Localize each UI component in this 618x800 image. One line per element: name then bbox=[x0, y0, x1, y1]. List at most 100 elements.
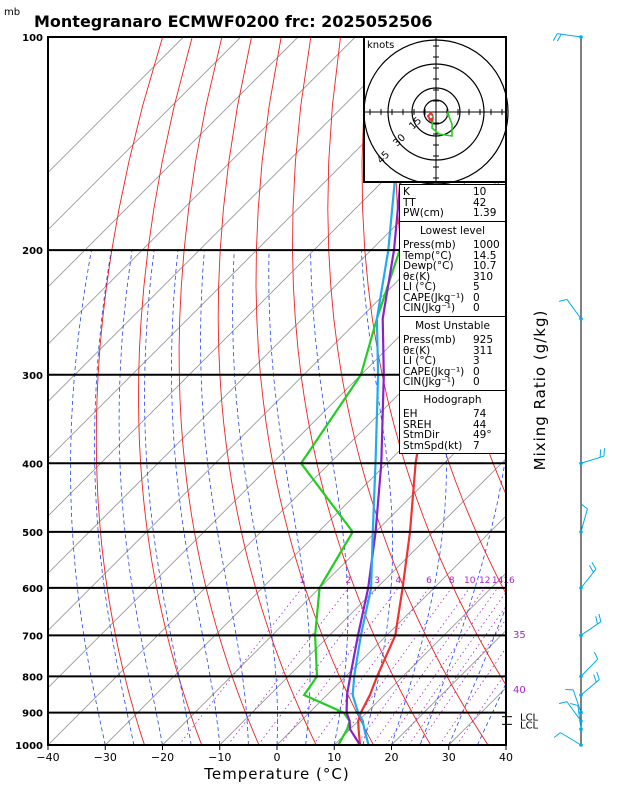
indices-value: 3 bbox=[473, 355, 480, 367]
indices-label: TT bbox=[403, 196, 416, 209]
dry-adiabat-line bbox=[548, 37, 618, 745]
dry-adiabat-line bbox=[327, 37, 489, 745]
indices-value: 5 bbox=[473, 281, 480, 293]
pressure-tick-label: 800 bbox=[22, 672, 43, 683]
mixing-ratio-label: 8 bbox=[449, 576, 455, 586]
indices-label: CIN(Jkg⁻¹) bbox=[403, 376, 456, 388]
indices-value: 0 bbox=[473, 365, 480, 378]
indices-value: 14.5 bbox=[473, 249, 497, 262]
wind-barb-flag bbox=[570, 703, 579, 706]
indices-label: θε(K) bbox=[403, 344, 431, 357]
indices-label: CIN(Jkg⁻¹) bbox=[403, 302, 456, 314]
indices-label: PW(cm) bbox=[403, 207, 444, 219]
indices-summary-box: K 10 TT 42 PW(cm) 1.39 bbox=[399, 184, 506, 222]
moist-adiabat-line bbox=[171, 250, 221, 745]
lcl-label: LCL bbox=[520, 720, 539, 731]
isotherm-line bbox=[333, 572, 506, 745]
indices-value: 7 bbox=[473, 439, 480, 452]
mixing-ratio-line bbox=[385, 587, 498, 745]
indices-panel: K 10 TT 42 PW(cm) 1.39 Lowest level Press(mb) 10… bbox=[399, 184, 506, 454]
mixing-ratio-line bbox=[312, 587, 430, 745]
pressure-tick-label: 1000 bbox=[15, 741, 43, 752]
wind-barb-dot bbox=[579, 586, 583, 590]
wind-barb bbox=[572, 689, 582, 713]
indices-label: CAPE(Jkg⁻¹) bbox=[403, 365, 465, 378]
wind-barb-flag bbox=[553, 732, 561, 738]
dry-adiabat-line bbox=[607, 37, 618, 745]
isotherm-line bbox=[48, 171, 506, 632]
moist-adiabat-line bbox=[360, 250, 394, 745]
wind-barb-flag bbox=[593, 674, 597, 683]
indices-value: 42 bbox=[473, 196, 487, 209]
indices-row: Press(mb) 925 bbox=[403, 335, 502, 346]
indices-row: PW(cm) 1.39 bbox=[403, 208, 502, 219]
wind-barb-dot bbox=[579, 461, 583, 466]
indices-label: StmSpd(kt) bbox=[403, 439, 463, 452]
wind-barb-dot bbox=[579, 316, 583, 321]
pressure-tick-label: 100 bbox=[22, 33, 43, 44]
indices-row: Dewp(°C) 10.7 bbox=[403, 261, 502, 272]
temperature-tick-label: −10 bbox=[208, 751, 231, 764]
wind-barb-dot bbox=[579, 710, 583, 715]
wind-barb bbox=[577, 705, 582, 730]
indices-row: LI (°C) 3 bbox=[403, 356, 502, 367]
indices-label: K bbox=[403, 186, 410, 198]
indices-value: 1.39 bbox=[473, 207, 497, 219]
theta-e-label: 40 bbox=[513, 685, 526, 696]
indices-value: 0 bbox=[473, 376, 480, 388]
chart-title: Montegranaro ECMWF0200 frc: 2025052506 bbox=[34, 12, 433, 31]
wind-barb-flag bbox=[596, 671, 600, 680]
indices-value: 0 bbox=[473, 291, 480, 304]
moist-adiabat-line bbox=[94, 250, 135, 745]
indices-row: CAPE(Jkg⁻¹) 0 bbox=[403, 291, 502, 304]
wind-barb-flag bbox=[559, 701, 568, 705]
mixing-ratio-axis-title: Mixing Ratio (g/kg) bbox=[531, 310, 549, 471]
isotherm-line bbox=[48, 37, 413, 403]
temperature-tick-label: 40 bbox=[499, 751, 513, 764]
dry-adiabat-line bbox=[361, 37, 506, 687]
pressure-tick-label: 700 bbox=[22, 631, 43, 642]
indices-label: LI (°C) bbox=[403, 355, 437, 367]
wind-barb-flag bbox=[552, 33, 558, 41]
mixing-ratio-label: 16 bbox=[503, 576, 515, 586]
moist-adiabat-line bbox=[70, 250, 106, 745]
wind-barb-dot bbox=[579, 530, 583, 534]
temperature-tick-label: 30 bbox=[442, 751, 456, 764]
mixing-ratio-label: 2 bbox=[346, 576, 352, 586]
temperature-tick-label: −20 bbox=[151, 751, 174, 764]
indices-row: CIN(Jkg⁻¹) 0 bbox=[403, 303, 502, 314]
dry-adiabat-line bbox=[178, 37, 260, 745]
temperature-tick-label: 0 bbox=[274, 751, 281, 764]
hodograph-unit-label: knots bbox=[367, 40, 394, 51]
moist-adiabat-line bbox=[118, 250, 163, 745]
wind-barb-dot bbox=[579, 674, 583, 679]
indices-row: StmDir 49° bbox=[403, 430, 502, 441]
temperature-tick-label: 10 bbox=[327, 751, 341, 764]
indices-row: Press(mb) 1000 bbox=[403, 240, 502, 251]
wind-barb bbox=[580, 679, 600, 696]
indices-row: StmSpd(kt) 7 bbox=[403, 439, 502, 452]
mixing-ratio-label: 6 bbox=[426, 576, 432, 586]
indices-row: EH 74 bbox=[403, 409, 502, 420]
wind-barb-flag bbox=[603, 448, 605, 457]
isotherm-line bbox=[48, 37, 299, 288]
isotherm-line bbox=[48, 37, 242, 231]
wind-barb bbox=[560, 732, 582, 746]
indices-value: 10.7 bbox=[473, 260, 497, 272]
moist-adiabat-line bbox=[200, 250, 249, 745]
indices-value: 311 bbox=[473, 344, 494, 357]
indices-row: LI (°C) 5 bbox=[403, 282, 502, 293]
wind-barb bbox=[580, 508, 588, 533]
indices-label: Press(mb) bbox=[403, 239, 456, 251]
indices-label: LI (°C) bbox=[403, 281, 437, 293]
indices-value: 44 bbox=[473, 418, 487, 431]
dry-adiabat-line bbox=[578, 37, 618, 745]
indices-value: 0 bbox=[473, 302, 480, 314]
wind-barb bbox=[580, 658, 599, 677]
pressure-tick-label: 600 bbox=[22, 584, 43, 595]
indices-most-unstable-box: Most Unstable Press(mb) 925 θε(K) 311 LI (°C)… bbox=[399, 316, 506, 391]
indices-label: SREH bbox=[403, 418, 432, 431]
wind-barb-flag bbox=[556, 33, 562, 42]
